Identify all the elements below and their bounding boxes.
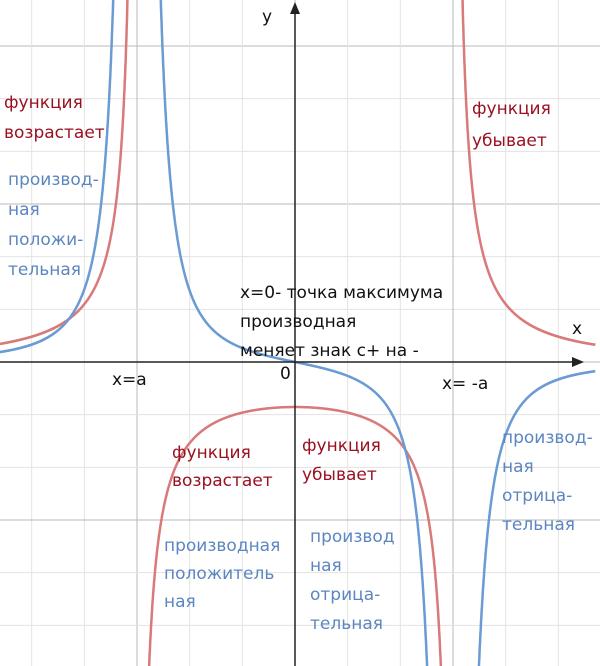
annotation: x=0- точка максимума [240, 283, 443, 303]
origin-label: 0 [280, 364, 291, 384]
y-label: y [262, 7, 272, 27]
asymptote-label: x=a [112, 370, 147, 390]
annotation: производ- [8, 170, 99, 190]
notes: функция возрастает производ-ная положи-тель… [4, 93, 593, 634]
annotation: тельная [502, 515, 575, 535]
curve [0, 0, 129, 346]
annotation: возрастает [172, 471, 273, 491]
annotation: возрастает [4, 123, 105, 143]
annotation: функция [4, 93, 83, 113]
annotation: меняет знак с+ на - [240, 341, 419, 361]
annotation: производная [164, 536, 280, 556]
annotation: отрица- [502, 486, 572, 506]
annotation: положитель [164, 564, 274, 584]
annotation: функция [472, 99, 551, 119]
annotation: убывает [472, 131, 547, 151]
annotation: ная [310, 556, 342, 576]
annotation: производ [310, 527, 395, 547]
annotation: ная [164, 592, 196, 612]
x-label: x [572, 319, 582, 339]
asymptote-label: x= -a [442, 374, 488, 394]
annotation: производ- [502, 428, 593, 448]
annotation: функция [172, 443, 251, 463]
curve [0, 0, 115, 354]
annotation: функция [302, 436, 381, 456]
curve [477, 369, 596, 666]
annotation: положи- [8, 230, 83, 250]
annotation: отрица- [310, 585, 380, 605]
annotation: убывает [302, 465, 377, 485]
annotation: ная [502, 457, 534, 477]
annotation: тельная [8, 260, 81, 280]
curve [461, 0, 597, 346]
x-arrow [572, 357, 584, 367]
y-arrow [290, 2, 300, 14]
annotation: производная [240, 312, 356, 332]
annotation: ная [8, 200, 40, 220]
annotation: тельная [310, 614, 383, 634]
